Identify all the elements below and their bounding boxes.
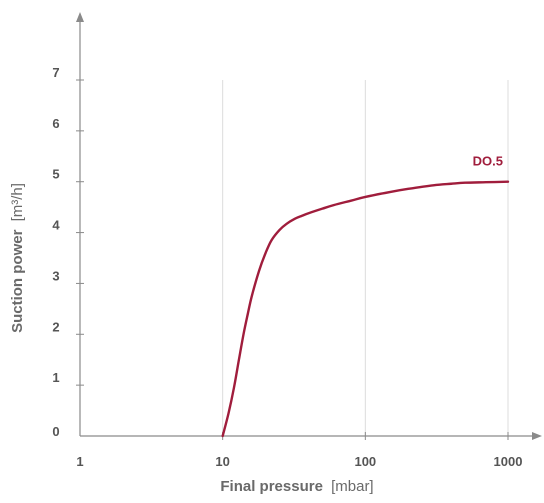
x-axis-title: Final pressure [mbar]	[220, 478, 373, 495]
x-tick-label: 1000	[494, 454, 523, 469]
axes	[76, 12, 542, 440]
y-tick-label: 2	[52, 319, 59, 334]
y-tick-label: 3	[52, 268, 59, 283]
y-axis-arrow	[76, 12, 84, 22]
y-tick-label: 0	[52, 424, 59, 439]
y-tick-label: 1	[52, 370, 59, 385]
y-tick-label: 7	[52, 65, 59, 80]
x-tick-label: 100	[354, 454, 376, 469]
y-tick-label: 4	[52, 218, 60, 233]
x-tick-label: 10	[215, 454, 229, 469]
ticks: 0 1 2 3 4 5 6 7 1 10 100 1000	[52, 65, 522, 469]
y-tick-label: 6	[52, 116, 59, 131]
series: DO.5	[221, 154, 510, 438]
series-label: DO.5	[473, 154, 503, 169]
x-tick-label: 1	[76, 454, 83, 469]
x-axis-arrow	[532, 432, 542, 440]
y-tick-label: 5	[52, 167, 59, 182]
grid	[222, 80, 509, 436]
series-line	[221, 180, 510, 438]
y-axis-title: Suction power [m³/h]	[9, 183, 26, 333]
